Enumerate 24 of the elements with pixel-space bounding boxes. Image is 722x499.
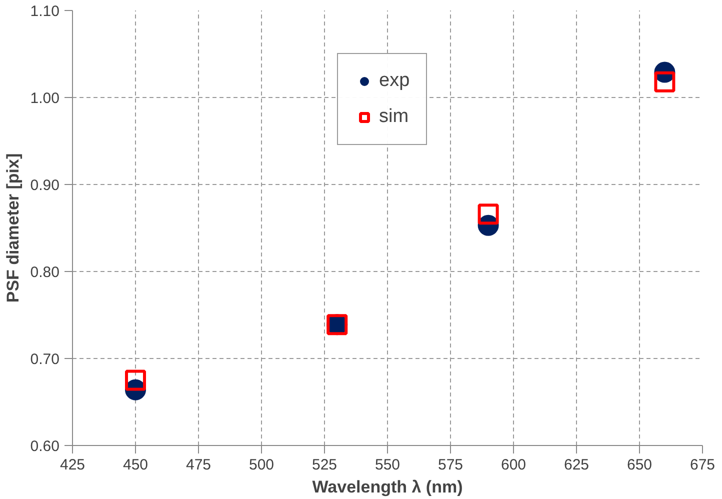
y-axis-title: PSF diameter [pix] [3, 153, 22, 303]
x-axis-title: Wavelength λ (nm) [312, 478, 463, 496]
x-tick-label: 450 [122, 456, 148, 474]
x-tick-label: 675 [690, 456, 716, 474]
x-tick-label: 475 [186, 456, 212, 474]
x-tick-label: 650 [626, 456, 652, 474]
x-tick-label: 575 [438, 456, 464, 474]
x-tick-label: 600 [500, 456, 526, 474]
y-tick-label: 1.10 [30, 3, 60, 20]
x-tick-label: 550 [374, 456, 400, 474]
legend-label: exp [379, 70, 410, 92]
x-tick-label: 625 [564, 456, 590, 474]
y-tick-label: 0.70 [30, 351, 60, 368]
point [478, 204, 499, 225]
y-tick-label: 0.60 [30, 438, 60, 455]
point [654, 71, 676, 92]
legend-label: sim [379, 106, 409, 128]
y-tick-label: 0.80 [30, 264, 60, 281]
x-tick-label: 500 [248, 456, 274, 474]
point [125, 370, 146, 391]
x-tick-label: 425 [60, 456, 86, 474]
y-tick-label: 1.00 [30, 90, 60, 107]
x-tick-label: 525 [312, 456, 338, 474]
y-tick-label: 0.90 [30, 177, 60, 194]
